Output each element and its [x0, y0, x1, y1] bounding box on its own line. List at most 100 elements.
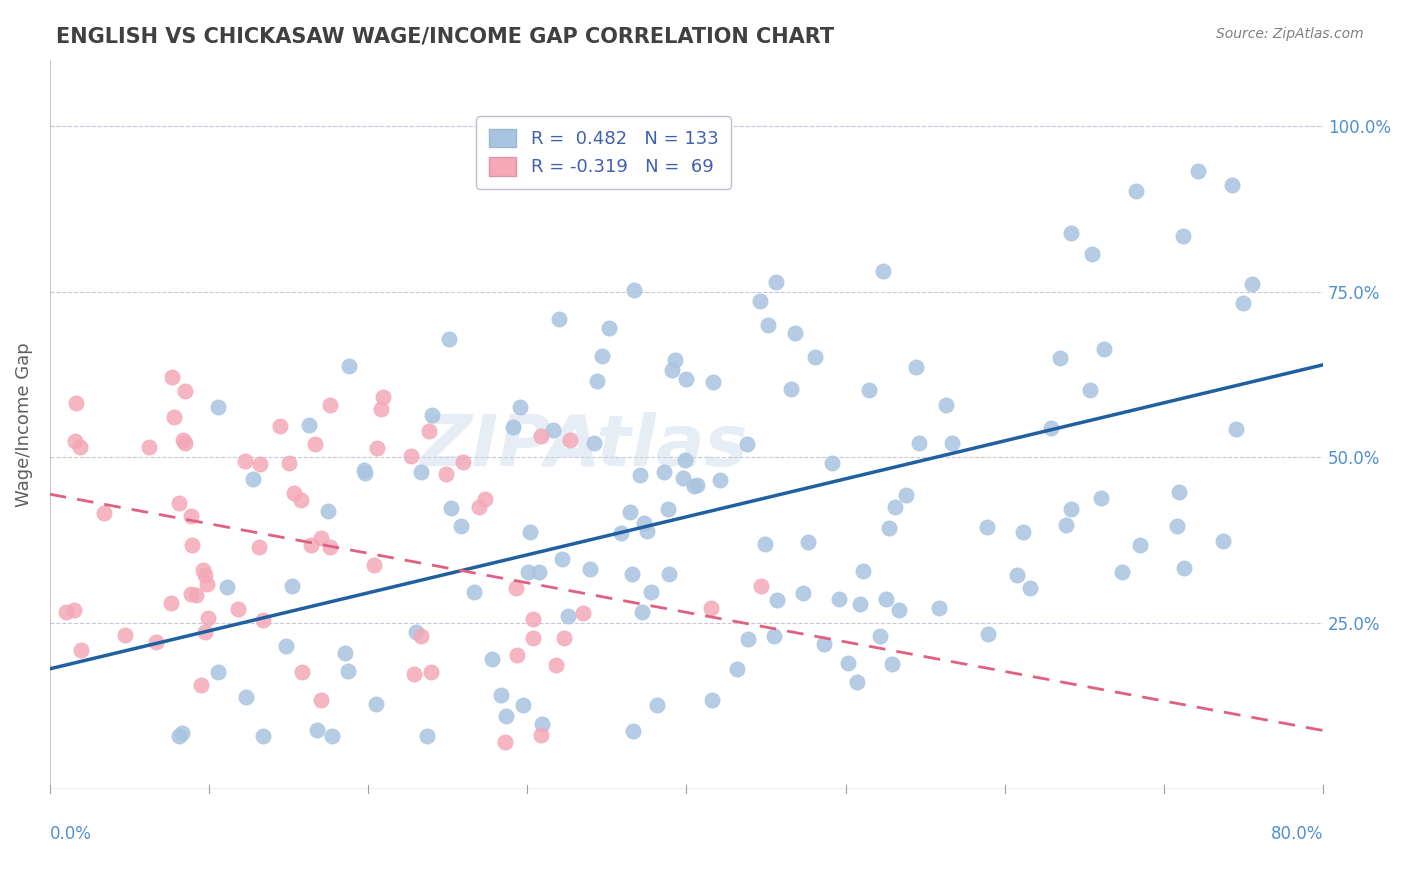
Point [630, 606, 652, 620]
Point [896, 488, 918, 502]
Point [160, 596, 183, 610]
Point [419, 665, 441, 679]
Point [633, 516, 655, 530]
Point [481, 652, 503, 666]
Point [93, 506, 115, 520]
Point [531, 717, 554, 731]
Point [1173, 561, 1195, 575]
Point [506, 648, 529, 662]
Point [1092, 342, 1115, 356]
Point [522, 612, 544, 626]
Point [318, 398, 340, 412]
Point [1060, 226, 1083, 240]
Text: 0.0%: 0.0% [49, 825, 91, 844]
Point [621, 724, 644, 739]
Point [180, 587, 202, 601]
Point [658, 567, 681, 582]
Point [522, 631, 544, 645]
Point [353, 463, 375, 477]
Point [530, 727, 553, 741]
Point [252, 613, 274, 627]
Point [505, 581, 527, 595]
Point [63, 434, 86, 448]
Point [673, 453, 696, 467]
Point [274, 640, 297, 654]
Point [735, 437, 758, 451]
Point [530, 429, 553, 443]
Point [578, 561, 600, 575]
Point [883, 500, 905, 515]
Point [319, 540, 342, 554]
Point [502, 420, 524, 434]
Point [821, 456, 844, 470]
Point [337, 359, 360, 373]
Point [420, 408, 443, 422]
Point [451, 455, 474, 469]
Point [167, 729, 190, 743]
Point [321, 729, 343, 743]
Point [298, 417, 321, 432]
Point [1054, 517, 1077, 532]
Point [928, 601, 950, 615]
Point [247, 540, 270, 554]
Point [640, 585, 662, 599]
Point [686, 478, 709, 492]
Point [173, 435, 195, 450]
Point [636, 524, 658, 538]
Point [283, 486, 305, 500]
Point [877, 520, 900, 534]
Text: ENGLISH VS CHICKASAW WAGE/INCOME GAP CORRELATION CHART: ENGLISH VS CHICKASAW WAGE/INCOME GAP COR… [56, 27, 834, 46]
Point [628, 467, 651, 482]
Point [195, 576, 218, 591]
Point [409, 465, 432, 479]
Point [371, 390, 394, 404]
Point [709, 473, 731, 487]
Point [450, 519, 472, 533]
Point [754, 537, 776, 551]
Point [571, 606, 593, 620]
Point [252, 729, 274, 743]
Point [277, 456, 299, 470]
Point [172, 434, 194, 448]
Point [269, 419, 291, 434]
Point [512, 698, 534, 712]
Point [1212, 533, 1234, 548]
Text: 80.0%: 80.0% [1271, 825, 1323, 844]
Text: Source: ZipAtlas.com: Source: ZipAtlas.com [1216, 27, 1364, 41]
Point [316, 504, 339, 518]
Point [494, 734, 516, 748]
Point [409, 629, 432, 643]
Point [55, 605, 77, 619]
Point [751, 579, 773, 593]
Point [309, 531, 332, 545]
Point [908, 435, 931, 450]
Point [543, 423, 565, 437]
Point [828, 591, 851, 606]
Point [1049, 351, 1071, 365]
Point [1173, 228, 1195, 243]
Point [517, 565, 540, 579]
Point [249, 458, 271, 472]
Point [557, 608, 579, 623]
Point [242, 473, 264, 487]
Point [336, 664, 359, 678]
Point [280, 579, 302, 593]
Point [675, 372, 697, 386]
Point [664, 352, 686, 367]
Point [114, 628, 136, 642]
Point [700, 693, 723, 707]
Point [226, 602, 249, 616]
Point [872, 264, 894, 278]
Point [672, 471, 695, 485]
Point [191, 563, 214, 577]
Point [780, 382, 803, 396]
Point [1225, 422, 1247, 436]
Point [463, 584, 485, 599]
Point [197, 611, 219, 625]
Point [1220, 178, 1243, 192]
Point [976, 520, 998, 534]
Point [748, 294, 770, 309]
Point [207, 665, 229, 679]
Point [765, 592, 787, 607]
Point [509, 400, 531, 414]
